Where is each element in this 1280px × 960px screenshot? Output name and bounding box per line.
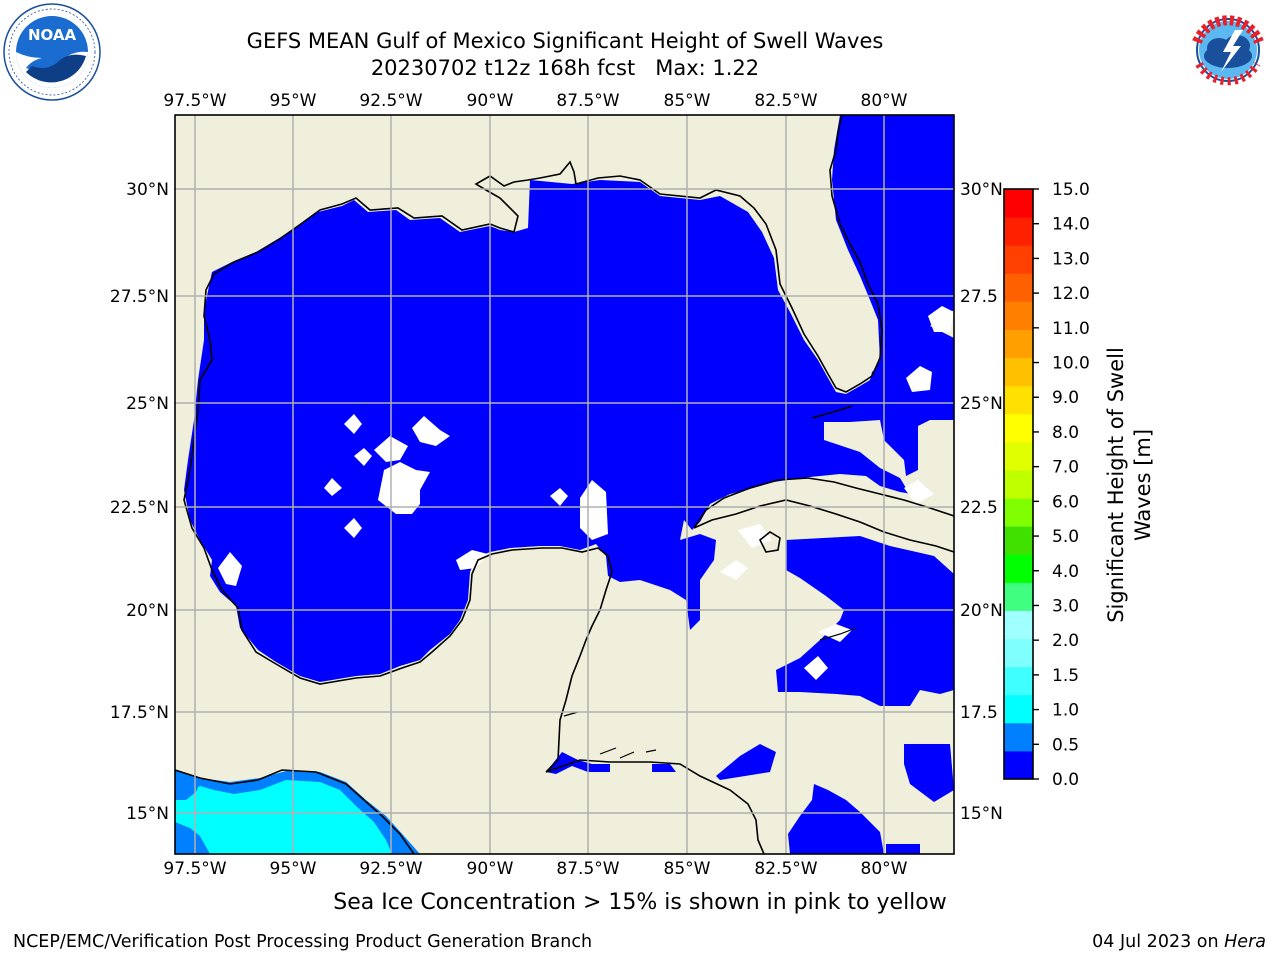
colorbar-segment xyxy=(1004,189,1033,218)
lat-label: 20°N xyxy=(126,601,169,621)
colorbar-tick-label: 0.0 xyxy=(1052,770,1079,790)
sea-ice-note: Sea Ice Concentration > 15% is shown in … xyxy=(333,890,947,915)
lon-label: 80°W xyxy=(861,859,908,879)
colorbar-segment xyxy=(1004,694,1033,724)
colorbar-tick-label: 3.0 xyxy=(1052,596,1079,616)
colorbar-tick-label: 1.0 xyxy=(1052,701,1079,721)
nws-logo xyxy=(1177,0,1279,104)
lat-label: 22.5 xyxy=(960,498,998,518)
colorbar-segment xyxy=(1004,722,1033,752)
lon-label: 87.5°W xyxy=(556,91,619,111)
colorbar-label-line1: Significant Height of Swell xyxy=(1104,347,1128,623)
colorbar-tick-label: 4.0 xyxy=(1052,562,1079,582)
lat-label: 22.5°N xyxy=(110,498,169,518)
colorbar-segment xyxy=(1004,413,1033,443)
colorbar-segment xyxy=(1004,217,1033,246)
colorbar-segment xyxy=(1004,610,1033,640)
colorbar-ticks: 15.0 14.0 13.0 12.0 11.0 10.0 9.0 8.0 7.0 6.0 5.0 4… xyxy=(1033,180,1090,790)
footer-date: 04 Jul 2023 on Hera xyxy=(1092,932,1266,952)
colorbar xyxy=(1004,189,1033,780)
colorbar-tick-label: 6.0 xyxy=(1052,492,1079,512)
lon-label: 82.5°W xyxy=(754,859,817,879)
colorbar-label-line2: Waves [m] xyxy=(1131,429,1155,541)
lat-label: 30°N xyxy=(960,180,1003,200)
lat-label: 25°N xyxy=(126,394,169,414)
colorbar-segment xyxy=(1004,582,1033,611)
lon-label: 85°W xyxy=(664,91,711,111)
lat-label: 15°N xyxy=(960,804,1003,824)
noaa-logo-text: NOAA xyxy=(28,26,77,44)
lon-label: 92.5°W xyxy=(359,91,422,111)
lat-labels-left: 30°N 27.5°N 25°N 22.5°N 20°N 17.5°N 15°N xyxy=(110,180,169,824)
lon-labels-bottom: 97.5°W 95°W 92.5°W 90°W 87.5°W 85°W 82.5… xyxy=(163,859,907,879)
colorbar-segment xyxy=(1004,750,1033,780)
colorbar-segment xyxy=(1004,469,1033,499)
colorbar-segment xyxy=(1004,329,1033,359)
lon-label: 95°W xyxy=(270,859,317,879)
lat-label: 27.5°N xyxy=(110,287,169,307)
colorbar-tick-label: 0.5 xyxy=(1052,735,1079,755)
footer-date-text: 04 Jul 2023 on xyxy=(1092,932,1225,952)
colorbar-tick-label: 8.0 xyxy=(1052,423,1079,443)
honduras-coast-waves xyxy=(546,744,776,780)
colorbar-tick-label: 14.0 xyxy=(1052,215,1090,235)
colorbar-segment xyxy=(1004,441,1033,471)
lon-label: 90°W xyxy=(467,91,514,111)
footer-branch: NCEP/EMC/Verification Post Processing Pr… xyxy=(13,932,593,952)
coastlines xyxy=(175,115,954,854)
lat-label: 17.5°N xyxy=(110,703,169,723)
map-subtitle: 20230702 t12z 168h fcst Max: 1.22 xyxy=(370,56,760,80)
lon-label: 97.5°W xyxy=(163,91,226,111)
graticule xyxy=(175,115,954,854)
colorbar-tick-label: 7.0 xyxy=(1052,458,1079,478)
lat-label: 27.5 xyxy=(960,287,998,307)
pacific-waves xyxy=(175,780,392,854)
lat-labels-right: 30°N 27.5 25°N 22.5 20°N 17.5 15°N xyxy=(960,180,1003,824)
colorbar-tick-label: 5.0 xyxy=(1052,527,1079,547)
colorbar-segment xyxy=(1004,498,1033,527)
lon-label: 80°W xyxy=(861,91,908,111)
colorbar-segment xyxy=(1004,554,1033,583)
caribbean-waves-southeast xyxy=(788,784,884,854)
lat-label: 20°N xyxy=(960,601,1003,621)
colorbar-label: Significant Height of Swell Waves [m] xyxy=(1104,347,1155,623)
caribbean-waves-south xyxy=(904,744,954,802)
gulf-of-mexico-waves xyxy=(184,180,912,682)
colorbar-tick-label: 9.0 xyxy=(1052,388,1079,408)
colorbar-tick-label: 11.0 xyxy=(1052,319,1090,339)
colorbar-tick-label: 12.0 xyxy=(1052,284,1090,304)
lon-label: 90°W xyxy=(467,859,514,879)
lat-label: 30°N xyxy=(126,180,169,200)
lon-labels-top: 97.5°W 95°W 92.5°W 90°W 87.5°W 85°W 82.5… xyxy=(163,91,907,111)
lat-label: 17.5 xyxy=(960,703,998,723)
colorbar-segment xyxy=(1004,301,1033,330)
colorbar-segment xyxy=(1004,526,1033,555)
lat-label: 15°N xyxy=(126,804,169,824)
lon-label: 82.5°W xyxy=(754,91,817,111)
colorbar-segment xyxy=(1004,385,1033,415)
colorbar-tick-label: 13.0 xyxy=(1052,249,1090,269)
colorbar-tick-label: 10.0 xyxy=(1052,354,1090,374)
lon-label: 85°W xyxy=(664,859,711,879)
colorbar-segment xyxy=(1004,666,1033,696)
colorbar-segment xyxy=(1004,638,1033,668)
colorbar-tick-label: 2.0 xyxy=(1052,631,1079,651)
lat-label: 25°N xyxy=(960,394,1003,414)
noaa-logo: NOAA xyxy=(2,2,102,106)
lon-label: 92.5°W xyxy=(359,859,422,879)
map-title: GEFS MEAN Gulf of Mexico Significant Hei… xyxy=(246,29,884,53)
colorbar-segment xyxy=(1004,273,1033,302)
colorbar-frame xyxy=(1003,188,1034,780)
colorbar-segment xyxy=(1004,245,1033,274)
map-frame xyxy=(174,114,955,855)
lon-label: 95°W xyxy=(270,91,317,111)
colorbar-tick-label: 1.5 xyxy=(1052,666,1079,686)
colorbar-segment xyxy=(1004,357,1033,387)
lon-label: 87.5°W xyxy=(556,859,619,879)
colorbar-tick-label: 15.0 xyxy=(1052,180,1090,200)
lon-label: 97.5°W xyxy=(163,859,226,879)
footer-host: Hera xyxy=(1224,932,1266,952)
